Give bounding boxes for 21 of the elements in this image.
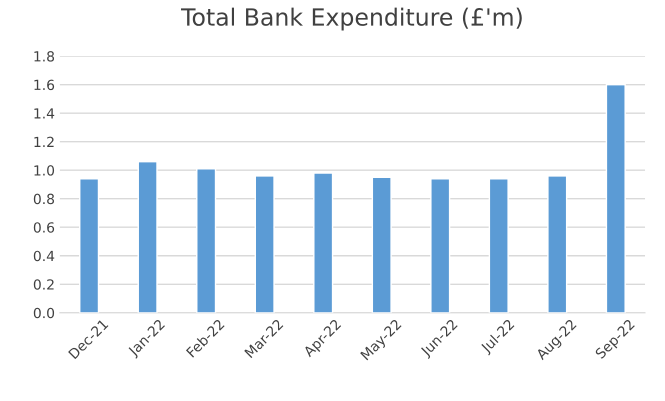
y-tick-label: 1.2 [34, 136, 54, 147]
y-tick-label: 1.6 [34, 80, 54, 90]
y-tick-label: 0.4 [34, 250, 54, 262]
y-tick-label: 1.4 [34, 108, 54, 118]
bar [138, 160, 158, 313]
bar [313, 172, 334, 313]
y-tick-label: 0.8 [34, 194, 54, 204]
bar [606, 84, 626, 313]
bar [196, 168, 216, 313]
y-tick-label: 0.2 [34, 279, 54, 290]
bar [488, 178, 509, 313]
y-tick-label: 1.0 [34, 165, 54, 176]
y-tick-label: 0.6 [34, 222, 54, 233]
bar [254, 175, 275, 313]
bar [430, 178, 450, 313]
chart-title: Total Bank Expenditure (£'m) [181, 8, 522, 30]
y-tick-label: 1.8 [34, 51, 54, 62]
bar [547, 175, 568, 313]
bar [79, 178, 100, 313]
bar [372, 176, 392, 313]
y-tick-label: 0.0 [34, 308, 54, 318]
